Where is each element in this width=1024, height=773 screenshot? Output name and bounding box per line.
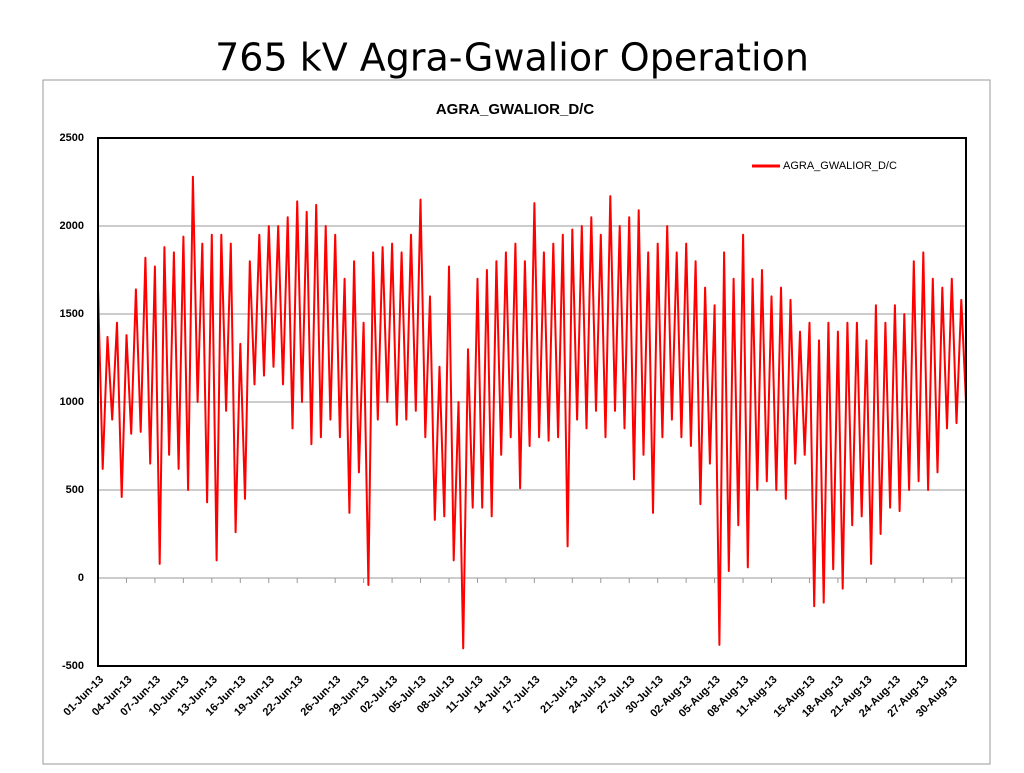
y-tick-label: 2500	[60, 132, 84, 144]
y-tick-label: -500	[62, 660, 84, 672]
y-tick-label: 500	[66, 484, 84, 496]
chart-title: AGRA_GWALIOR_D/C	[436, 101, 595, 118]
slide-title: 765 kV Agra-Gwalior Operation	[215, 36, 809, 80]
y-tick-label: 2000	[60, 220, 84, 232]
y-tick-label: 0	[78, 572, 84, 584]
chart-frame	[42, 79, 991, 765]
data-line	[97, 175, 967, 650]
legend-label: AGRA_GWALIOR_D/C	[783, 160, 897, 172]
y-tick-label: 1000	[60, 396, 84, 408]
plot-border	[97, 137, 967, 667]
y-tick-label: 1500	[60, 308, 84, 320]
